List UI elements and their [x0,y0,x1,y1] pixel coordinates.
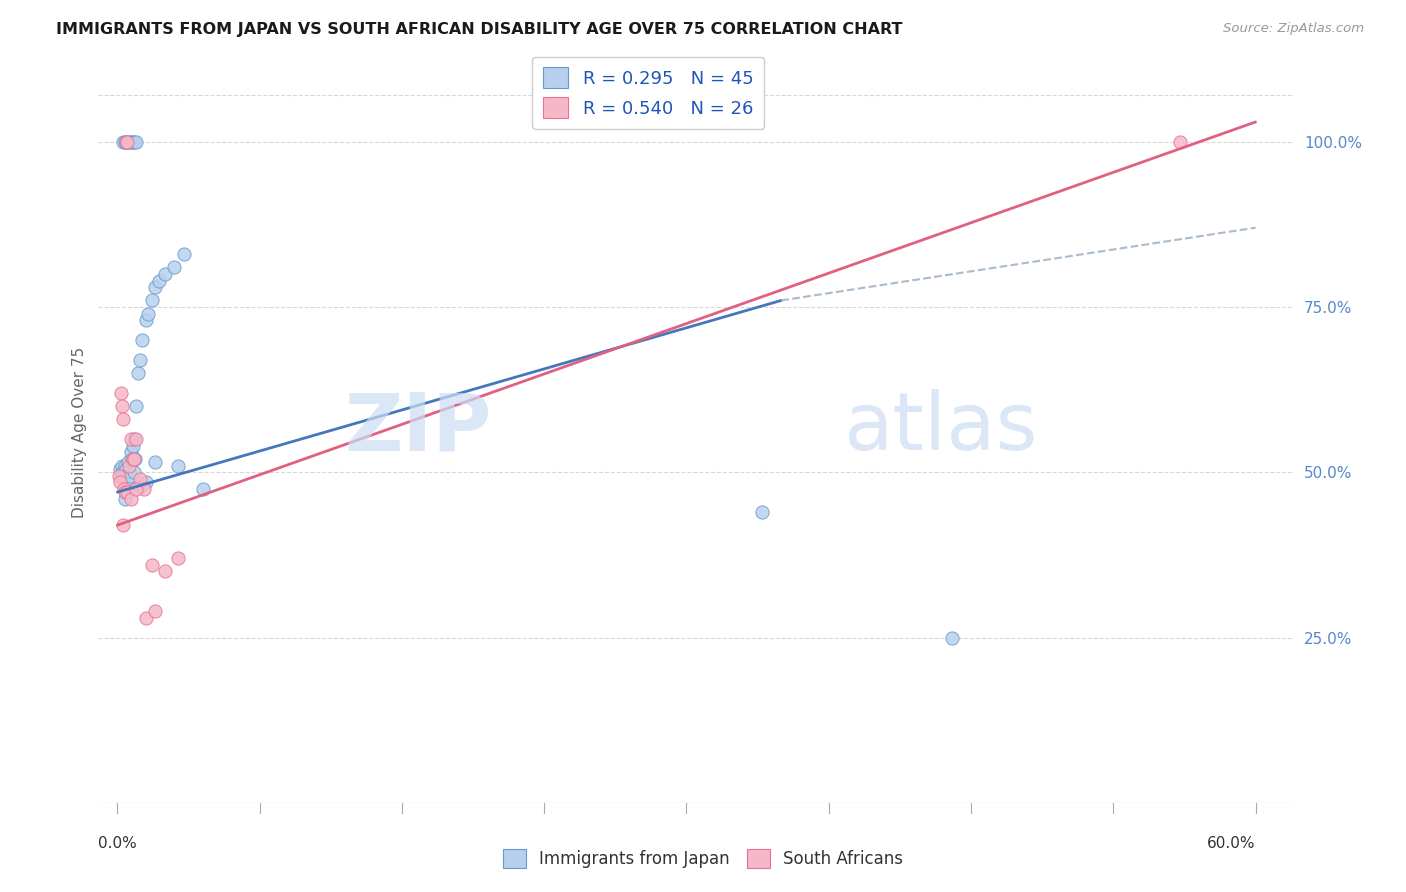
Point [112,412,135,426]
Point [110,386,132,401]
Point [125,135,148,149]
Point [751,505,773,519]
Point [118,468,141,483]
Point [135,610,157,624]
Legend: R = 0.295   N = 45, R = 0.540   N = 26: R = 0.295 N = 45, R = 0.540 N = 26 [531,57,765,129]
Point [112,518,135,533]
Point [112,482,135,496]
Point [163,260,186,275]
Point [108,468,131,483]
Point [121,135,143,149]
Point [167,458,190,473]
Point [129,472,152,486]
Point [118,458,141,473]
Point [127,366,149,380]
Point [120,445,142,459]
Point [143,604,166,618]
Text: ZIP: ZIP [344,389,492,467]
Point [135,475,157,490]
Point [1168,135,1191,149]
Point [121,452,143,467]
Point [143,280,166,294]
Point [125,432,148,446]
Point [941,631,963,645]
Point [121,452,143,467]
Point [121,439,143,453]
Point [124,452,146,467]
Point [118,465,141,479]
Text: Source: ZipAtlas.com: Source: ZipAtlas.com [1223,22,1364,36]
Point [125,399,148,413]
Point [132,482,155,496]
Point [141,293,163,308]
Point [114,485,136,500]
Point [125,482,148,496]
Point [143,455,166,469]
Point [153,565,176,579]
Point [167,551,190,566]
Point [110,462,132,476]
Point [124,135,146,149]
Point [111,399,134,413]
Point [136,307,159,321]
Point [148,274,170,288]
Point [110,475,132,490]
Point [191,482,214,496]
Point [115,135,138,149]
Point [129,478,152,492]
Point [115,135,138,149]
Point [120,432,142,446]
Y-axis label: Disability Age Over 75: Disability Age Over 75 [72,347,87,518]
Point [120,491,142,506]
Point [122,465,145,479]
Point [173,247,195,261]
Point [115,135,138,149]
Point [131,333,153,347]
Text: 60.0%: 60.0% [1208,836,1256,851]
Text: IMMIGRANTS FROM JAPAN VS SOUTH AFRICAN DISABILITY AGE OVER 75 CORRELATION CHART: IMMIGRANTS FROM JAPAN VS SOUTH AFRICAN D… [56,22,903,37]
Point [115,485,138,500]
Point [124,452,146,467]
Point [129,352,152,367]
Text: 0.0%: 0.0% [98,836,138,851]
Point [114,458,136,473]
Point [112,468,135,483]
Point [114,135,136,149]
Text: atlas: atlas [844,389,1038,467]
Point [115,472,138,486]
Point [124,432,146,446]
Legend: Immigrants from Japan, South Africans: Immigrants from Japan, South Africans [496,842,910,875]
Point [111,458,134,473]
Point [115,462,138,476]
Point [120,135,142,149]
Point [117,455,139,469]
Point [135,313,157,327]
Point [112,465,135,479]
Point [153,267,176,281]
Point [118,135,141,149]
Point [112,135,135,149]
Point [114,491,136,506]
Point [110,468,132,483]
Point [141,558,163,572]
